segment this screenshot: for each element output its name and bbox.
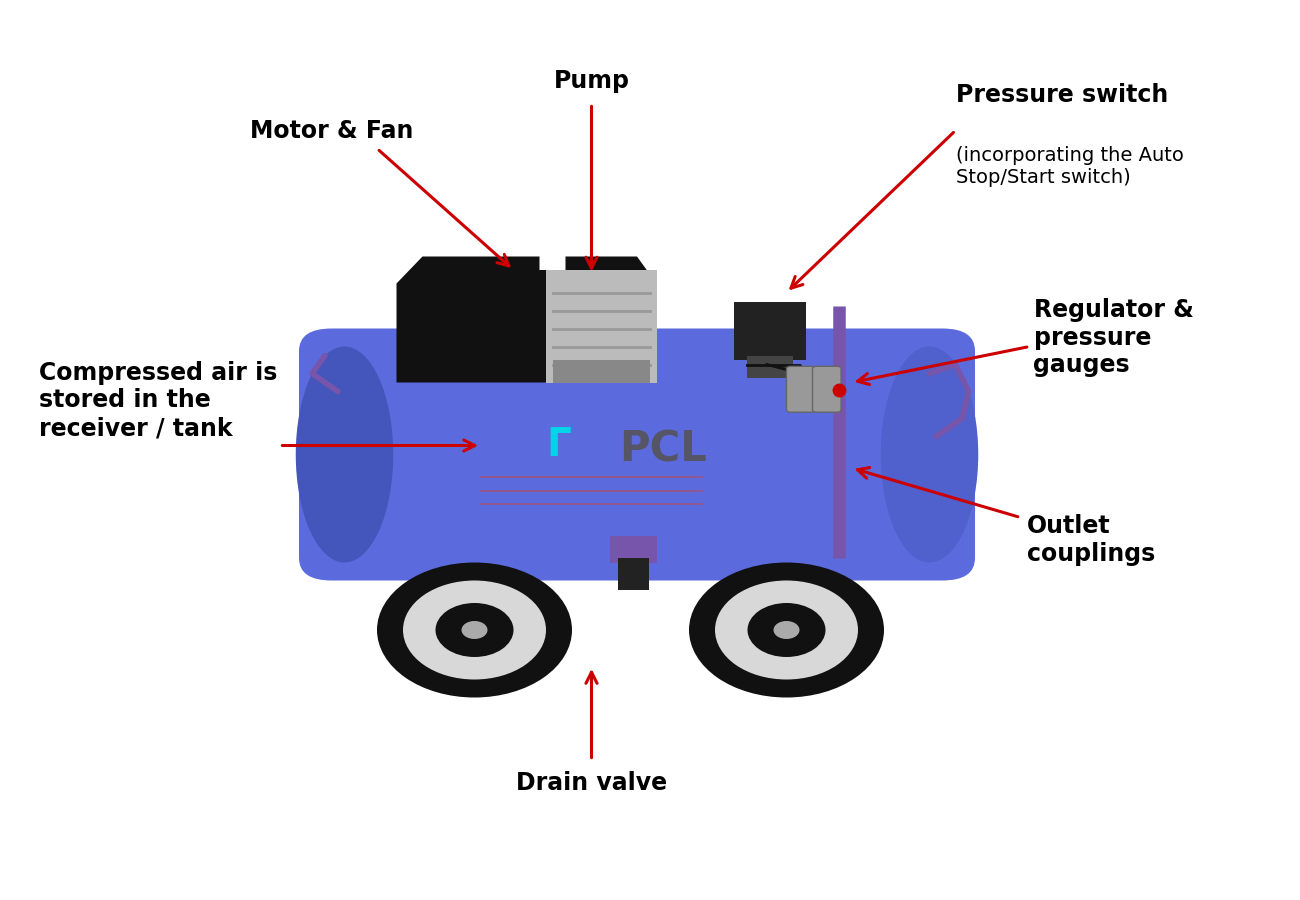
Text: Motor & Fan: Motor & Fan [250, 119, 413, 142]
Circle shape [689, 562, 884, 698]
FancyBboxPatch shape [747, 356, 793, 378]
Circle shape [747, 603, 826, 657]
Circle shape [715, 580, 858, 680]
Text: Pump: Pump [554, 69, 629, 93]
Text: PCL: PCL [619, 429, 707, 471]
FancyBboxPatch shape [812, 366, 841, 412]
Text: Pressure switch: Pressure switch [956, 83, 1167, 106]
Ellipse shape [881, 346, 978, 562]
Circle shape [436, 603, 514, 657]
Text: Outlet
couplings: Outlet couplings [1027, 514, 1156, 566]
Text: Drain valve: Drain valve [516, 771, 667, 795]
FancyBboxPatch shape [546, 270, 656, 382]
Text: Regulator &
pressure
gauges: Regulator & pressure gauges [1034, 298, 1193, 377]
Text: Compressed air is
stored in the
receiver / tank: Compressed air is stored in the receiver… [39, 361, 277, 440]
FancyBboxPatch shape [552, 360, 650, 382]
FancyBboxPatch shape [618, 558, 649, 590]
Circle shape [403, 580, 546, 680]
Text: Γ: Γ [546, 427, 572, 464]
Circle shape [377, 562, 572, 698]
FancyBboxPatch shape [299, 328, 975, 580]
FancyBboxPatch shape [610, 536, 656, 562]
Ellipse shape [296, 346, 393, 562]
Polygon shape [396, 256, 650, 382]
Circle shape [462, 621, 488, 639]
Circle shape [774, 621, 800, 639]
FancyBboxPatch shape [734, 302, 806, 360]
FancyBboxPatch shape [786, 366, 815, 412]
Text: (incorporating the Auto
Stop/Start switch): (incorporating the Auto Stop/Start switc… [956, 146, 1183, 187]
